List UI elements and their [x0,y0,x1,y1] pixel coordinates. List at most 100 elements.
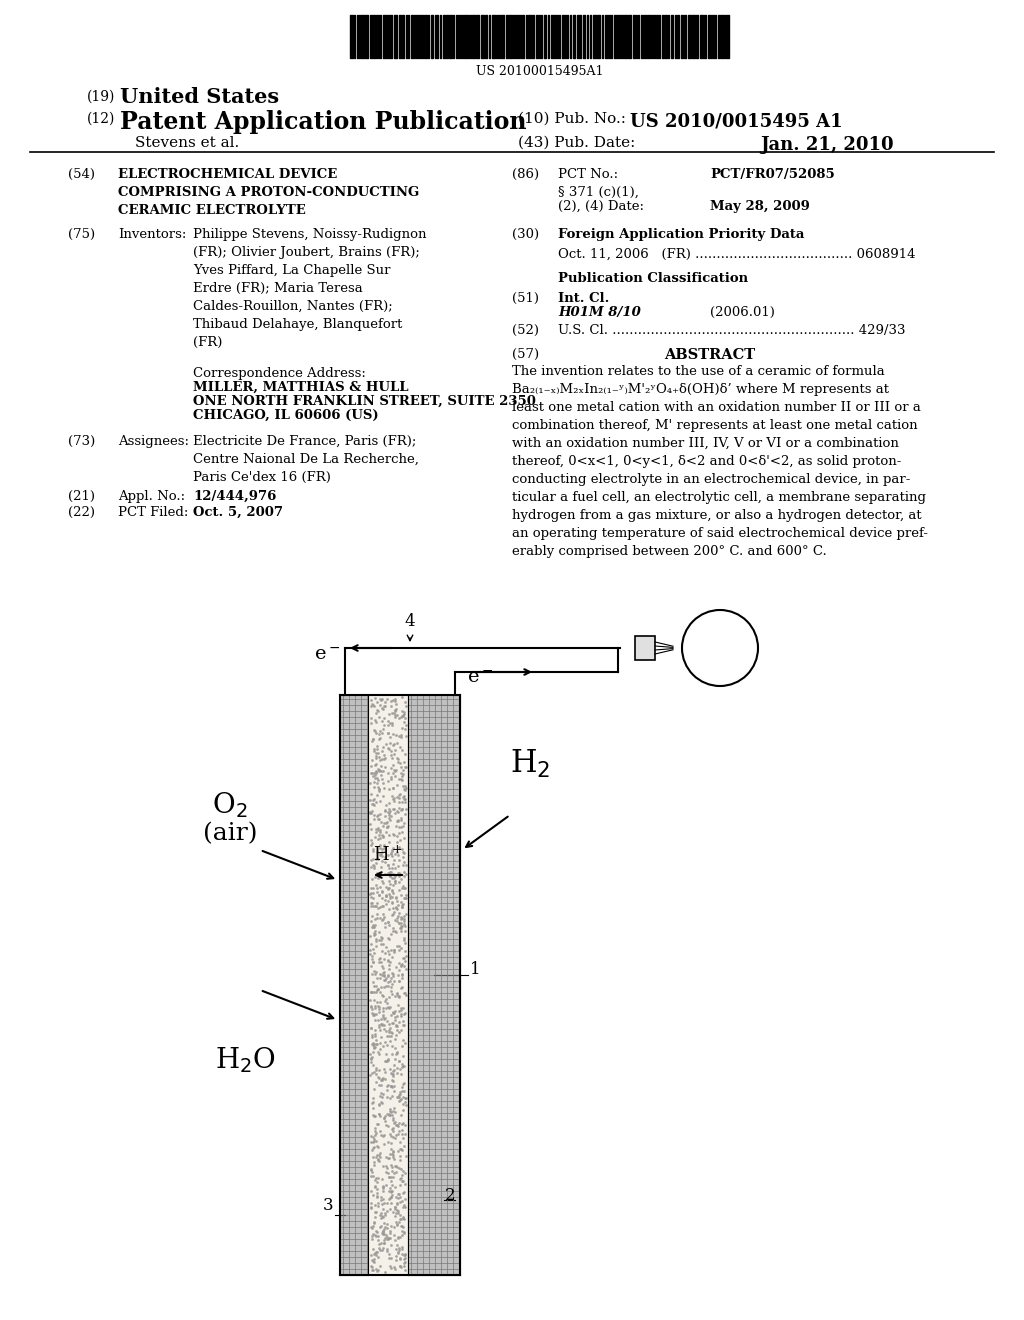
Point [397,1086,414,1107]
Point [365,854,381,875]
Point [396,851,413,873]
Point [370,1259,386,1280]
Point [394,792,411,813]
Point [383,1187,399,1208]
Point [397,982,414,1003]
Point [385,777,401,799]
Point [388,1238,404,1259]
Point [385,1121,401,1142]
Point [364,693,380,714]
Point [395,927,412,948]
Text: Appl. No.:: Appl. No.: [118,490,185,503]
Point [377,1262,393,1283]
Point [387,957,403,978]
Point [367,710,383,731]
Point [369,784,385,805]
Point [396,1255,413,1276]
Text: (19): (19) [87,90,115,104]
Point [388,825,404,846]
Point [364,818,380,840]
Point [378,1020,394,1041]
Point [385,1201,401,1222]
Point [371,747,387,768]
Point [373,1214,389,1236]
Point [383,1216,399,1237]
Point [362,1245,379,1266]
Point [392,920,409,941]
Point [392,762,409,783]
Point [362,995,379,1016]
Point [392,1249,409,1270]
Point [396,804,413,825]
Point [367,754,383,775]
Point [367,921,383,942]
Point [384,983,400,1005]
Point [373,1216,389,1237]
Point [371,759,387,780]
Point [394,1171,411,1192]
Point [365,878,381,899]
Point [395,1183,412,1204]
Point [384,1175,400,1196]
Point [392,1187,409,1208]
Point [366,1137,382,1158]
Point [380,911,396,932]
Point [375,826,391,847]
Point [390,785,407,807]
Point [395,1222,412,1243]
Point [374,1015,390,1036]
Point [368,1034,384,1055]
Point [385,1101,401,1122]
Point [396,906,413,927]
Point [366,838,382,859]
Point [362,1158,379,1179]
Point [384,973,400,994]
Point [375,1188,391,1209]
Point [370,1192,386,1213]
Point [382,1101,398,1122]
Point [377,805,393,826]
Point [382,1076,398,1097]
Point [376,1107,392,1129]
Point [370,995,386,1016]
Point [395,814,412,836]
Point [389,1123,406,1144]
Point [365,1257,381,1278]
Point [383,696,399,717]
Point [393,1089,410,1110]
Point [397,1094,414,1115]
Point [382,1187,398,1208]
Point [391,830,408,851]
Point [371,884,387,906]
Point [383,1063,399,1084]
Point [370,979,386,1001]
Point [382,733,398,754]
Point [380,949,396,970]
Point [397,1173,414,1195]
Point [366,795,382,816]
Point [367,866,383,887]
Point [362,911,379,932]
Point [377,800,393,821]
Point [388,1212,404,1233]
Point [397,756,414,777]
Point [370,1247,386,1269]
Point [394,822,411,843]
Point [383,1126,399,1147]
Text: Correspondence Address:: Correspondence Address: [193,367,366,380]
Point [369,863,385,884]
Point [365,729,381,750]
Point [383,741,399,762]
Point [364,1229,380,1250]
Point [372,838,388,859]
Point [379,810,395,832]
Point [369,1179,385,1200]
Point [382,873,398,894]
Point [368,936,384,957]
Point [380,855,396,876]
Point [390,1022,407,1043]
Point [394,841,411,862]
Point [377,747,393,768]
Point [370,759,386,780]
Text: 4: 4 [404,612,416,630]
